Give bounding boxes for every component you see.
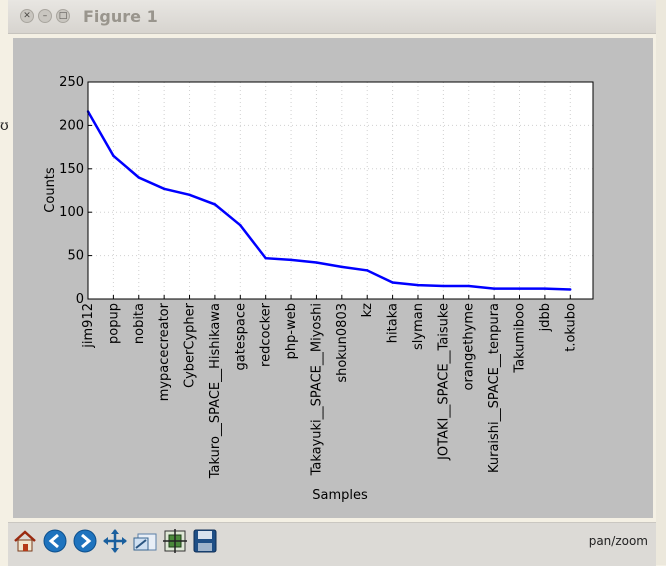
status-message: pan/zoom xyxy=(588,534,648,548)
home-icon xyxy=(14,530,36,552)
x-tick-label: Takumiboo xyxy=(513,303,528,374)
minimize-window-button[interactable]: – xyxy=(38,9,52,23)
save-button[interactable] xyxy=(192,528,218,554)
data-point xyxy=(340,265,344,269)
data-point xyxy=(315,261,318,264)
data-point xyxy=(366,269,369,272)
x-tick-label: redcocker xyxy=(259,302,274,367)
data-point xyxy=(264,257,267,260)
background-glyph: ʊ xyxy=(0,118,9,134)
zoom-button[interactable] xyxy=(132,528,158,554)
x-axis-label: Samples xyxy=(312,488,368,503)
window-title: Figure 1 xyxy=(83,7,158,26)
x-tick-label: jim912 xyxy=(81,303,96,349)
x-tick-label: Takuro__SPACE__Hishikawa xyxy=(208,303,223,479)
subplots-config-icon xyxy=(163,529,187,553)
desktop-background xyxy=(656,0,666,565)
data-point xyxy=(442,284,445,288)
floppy-disk-icon xyxy=(193,529,217,553)
x-tick-label: Kuraishi__SPACE__tenpura xyxy=(487,303,502,473)
x-tick-label: t.okubo xyxy=(563,303,578,352)
data-point xyxy=(289,258,293,262)
line-chart[interactable]: 0 50 100 150 200 250 jim912 popup nobita mypacecr… xyxy=(0,0,656,522)
data-point xyxy=(162,187,166,190)
maximize-window-button[interactable]: □ xyxy=(56,9,70,23)
data-point xyxy=(569,288,572,291)
x-tick-label: orangethyme xyxy=(462,303,477,390)
x-tick-label: php-web xyxy=(284,303,299,359)
x-tick-label: hitaka xyxy=(386,303,401,343)
data-point xyxy=(188,193,191,197)
title-bar[interactable]: ✕ – □ Figure 1 xyxy=(8,0,656,34)
axis-ticks: 0 50 100 150 200 250 jim912 popup nobita mypacecr… xyxy=(59,75,578,479)
x-tick-label: nobita xyxy=(132,303,147,344)
x-tick-label: kz xyxy=(360,303,375,318)
x-tick-label: jdbb xyxy=(538,303,553,332)
counts-line-series xyxy=(86,110,571,291)
y-tick-label: 100 xyxy=(59,205,84,220)
data-point xyxy=(391,281,394,284)
y-tick-label: 200 xyxy=(59,118,84,133)
back-arrow-icon xyxy=(43,529,67,553)
plot-frame xyxy=(87,81,594,300)
x-tick-label: Takayuki__SPACE__Miyoshi xyxy=(309,303,324,476)
x-tick-label: gatespace xyxy=(233,303,248,370)
x-tick-label: JOTAKI__SPACE__Taisuke xyxy=(436,303,451,461)
x-tick-label: CyberCypher xyxy=(183,302,198,388)
pan-button[interactable] xyxy=(102,528,128,554)
x-tick-label: popup xyxy=(106,303,121,344)
home-button[interactable] xyxy=(12,528,38,554)
data-point xyxy=(467,284,470,288)
y-tick-label: 150 xyxy=(59,162,84,177)
data-point xyxy=(543,287,547,290)
subplots-button[interactable] xyxy=(162,528,188,554)
y-tick-label: 50 xyxy=(67,249,84,264)
forward-arrow-icon xyxy=(73,529,97,553)
data-point xyxy=(416,283,420,287)
data-point xyxy=(239,224,242,227)
data-point xyxy=(112,154,115,157)
data-point xyxy=(213,203,217,206)
y-tick-label: 0 xyxy=(76,292,84,307)
back-button[interactable] xyxy=(42,528,68,554)
x-tick-label: shokun0803 xyxy=(335,303,350,383)
forward-button[interactable] xyxy=(72,528,98,554)
y-axis-label: Counts xyxy=(43,167,58,213)
data-point xyxy=(137,176,140,179)
x-tick-label: mypacecreator xyxy=(157,302,172,401)
zoom-rect-icon xyxy=(133,533,157,551)
data-point xyxy=(492,287,496,290)
series-group xyxy=(86,110,572,291)
close-window-button[interactable]: ✕ xyxy=(20,9,34,23)
pan-cross-icon xyxy=(103,529,127,553)
y-tick-label: 250 xyxy=(59,75,84,90)
data-point xyxy=(518,287,521,290)
x-tick-label: slyman xyxy=(411,303,426,350)
navigation-toolbar: pan/zoom xyxy=(8,522,656,566)
